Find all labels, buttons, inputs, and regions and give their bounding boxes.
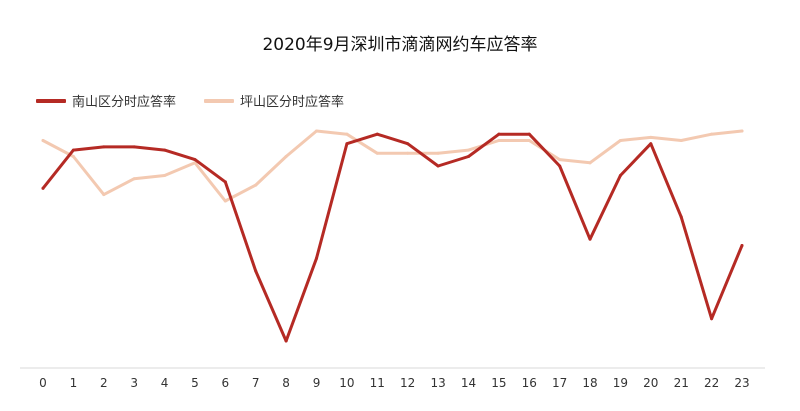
- point-pingshan-21: [679, 139, 683, 143]
- point-nanshan-17: [558, 164, 562, 168]
- x-tick-label: 22: [704, 376, 719, 390]
- point-pingshan-12: [406, 151, 410, 155]
- point-pingshan-23: [740, 129, 744, 133]
- point-nanshan-11: [375, 132, 379, 136]
- chart-title: 2020年9月深圳市滴滴网约车应答率: [262, 35, 538, 55]
- point-nanshan-6: [223, 180, 227, 184]
- point-nanshan-13: [436, 164, 440, 168]
- x-tick-label: 6: [222, 376, 230, 390]
- legend-swatch-nanshan: [36, 98, 66, 103]
- x-tick-label: 17: [552, 376, 567, 390]
- legend-label-nanshan: 南山区分时应答率: [72, 95, 177, 110]
- point-pingshan-17: [558, 158, 562, 162]
- point-pingshan-9: [315, 129, 319, 133]
- point-pingshan-8: [284, 154, 288, 158]
- point-nanshan-4: [163, 148, 167, 152]
- x-tick-label: 11: [370, 376, 385, 390]
- point-pingshan-0: [41, 139, 45, 143]
- x-tick-label: 4: [161, 376, 169, 390]
- x-tick-label: 14: [461, 376, 476, 390]
- legend-item-pingshan: 坪山区分时应答率: [204, 91, 344, 110]
- point-pingshan-10: [345, 132, 349, 136]
- x-tick-label: 20: [643, 376, 658, 390]
- point-nanshan-21: [679, 215, 683, 219]
- point-nanshan-0: [41, 186, 45, 190]
- x-tick-label: 16: [522, 376, 537, 390]
- point-pingshan-7: [254, 183, 258, 187]
- point-pingshan-16: [527, 139, 531, 143]
- point-pingshan-1: [71, 154, 75, 158]
- legend-item-nanshan: 南山区分时应答率: [36, 91, 176, 110]
- point-pingshan-3: [132, 177, 136, 181]
- point-pingshan-4: [163, 174, 167, 178]
- x-tick-label: 8: [282, 376, 290, 390]
- point-pingshan-2: [102, 193, 106, 197]
- point-nanshan-7: [254, 269, 258, 273]
- point-nanshan-22: [710, 317, 714, 321]
- legend-swatch-pingshan: [204, 98, 235, 103]
- point-nanshan-5: [193, 158, 197, 162]
- point-nanshan-9: [315, 256, 319, 260]
- x-tick-label: 21: [674, 376, 689, 390]
- point-nanshan-15: [497, 132, 501, 136]
- point-nanshan-1: [71, 148, 75, 152]
- point-pingshan-15: [497, 139, 501, 143]
- point-pingshan-19: [618, 139, 622, 143]
- point-nanshan-14: [466, 154, 470, 158]
- legend-label-pingshan: 坪山区分时应答率: [240, 95, 345, 110]
- point-nanshan-16: [527, 132, 531, 136]
- point-nanshan-12: [406, 142, 410, 146]
- x-tick-label: 15: [491, 376, 506, 390]
- point-nanshan-23: [740, 244, 744, 248]
- point-pingshan-22: [710, 132, 714, 136]
- series-line-pingshan: [41, 129, 744, 203]
- series-line-nanshan: [41, 132, 744, 343]
- x-tick-label: 1: [70, 376, 78, 390]
- chart-legend: 南山区分时应答率 坪山区分时应答率: [36, 91, 372, 110]
- point-pingshan-14: [466, 148, 470, 152]
- point-nanshan-10: [345, 142, 349, 146]
- point-nanshan-8: [284, 339, 288, 343]
- point-nanshan-20: [649, 142, 653, 146]
- x-tick-label: 18: [582, 376, 597, 390]
- x-tick-label: 19: [613, 376, 628, 390]
- x-tick-label: 0: [39, 376, 47, 390]
- point-nanshan-18: [588, 237, 592, 241]
- point-pingshan-13: [436, 151, 440, 155]
- x-tick-label: 9: [313, 376, 321, 390]
- x-tick-label: 5: [191, 376, 199, 390]
- x-tick-label: 2: [100, 376, 108, 390]
- x-tick-label: 13: [430, 376, 445, 390]
- x-tick-label: 10: [339, 376, 354, 390]
- point-nanshan-19: [618, 174, 622, 178]
- point-pingshan-18: [588, 161, 592, 165]
- x-tick-label: 23: [734, 376, 749, 390]
- point-pingshan-11: [375, 151, 379, 155]
- point-pingshan-20: [649, 135, 653, 139]
- point-pingshan-5: [193, 161, 197, 165]
- x-tick-label: 7: [252, 376, 260, 390]
- x-tick-label: 12: [400, 376, 415, 390]
- point-nanshan-3: [132, 145, 136, 149]
- point-pingshan-6: [223, 199, 227, 203]
- x-tick-label: 3: [130, 376, 138, 390]
- point-nanshan-2: [102, 145, 106, 149]
